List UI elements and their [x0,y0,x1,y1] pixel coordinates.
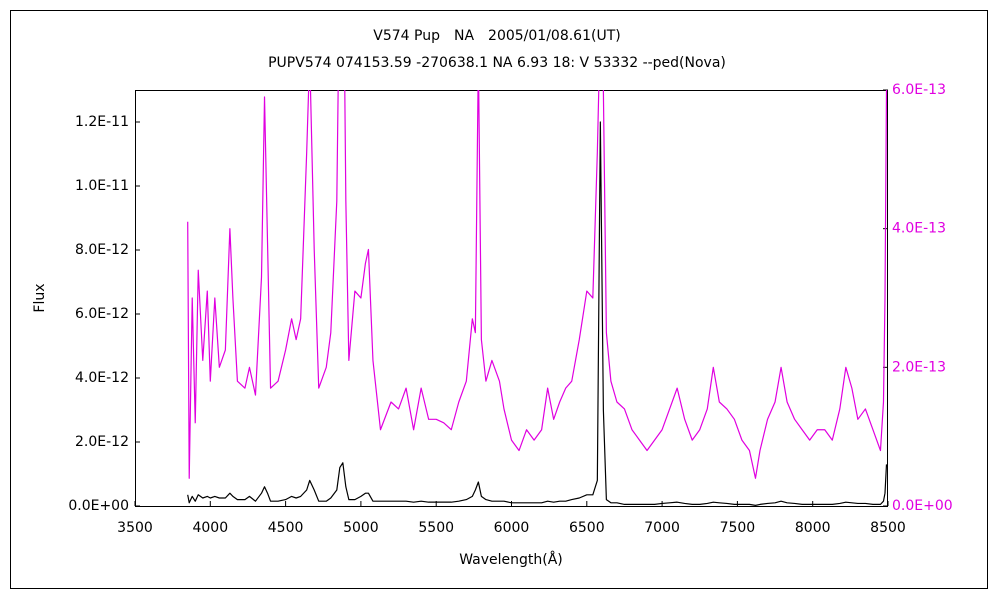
y-tick-label: 1.0E-11 [75,178,129,194]
plot-area [135,90,888,507]
x-axis-label: Wavelength(Å) [459,551,563,568]
y2-tick-label: 2.0E-13 [892,359,946,375]
y-tick-label: 4.0E-12 [75,370,129,386]
x-tick-label: 7500 [720,520,756,536]
x-tick-label: 4000 [192,520,228,536]
x-tick-label: 5500 [418,520,454,536]
y-tick-label: 6.0E-12 [75,306,129,322]
y-tick-label: 2.0E-12 [75,434,129,450]
x-tick-label: 4500 [268,520,304,536]
y-tick-label: 1.2E-11 [75,114,129,130]
y2-tick-label: 6.0E-13 [892,82,946,98]
x-tick-label: 8500 [870,520,906,536]
x-tick-label: 6000 [494,520,530,536]
chart-subtitle: PUPV574 074153.59 -270638.1 NA 6.93 18: … [268,55,726,71]
plot-lines [187,90,888,506]
y2-tick-label: 4.0E-13 [892,221,946,237]
y-tick-label: 8.0E-12 [75,242,129,258]
y-tick-label: 0.0E+00 [68,498,129,514]
x-tick-label: 7000 [644,520,680,536]
y-axis-label: Flux [32,283,48,312]
spectrum-line [187,121,888,506]
x-tick-label: 6500 [569,520,605,536]
chart-title: V574 Pup NA 2005/01/08.61(UT) [373,28,620,44]
x-tick-label: 3500 [117,520,153,536]
x-tick-label: 8000 [795,520,831,536]
x-tick-label: 5000 [343,520,379,536]
y2-tick-label: 0.0E+00 [892,498,953,514]
spectrum-line [187,90,888,479]
